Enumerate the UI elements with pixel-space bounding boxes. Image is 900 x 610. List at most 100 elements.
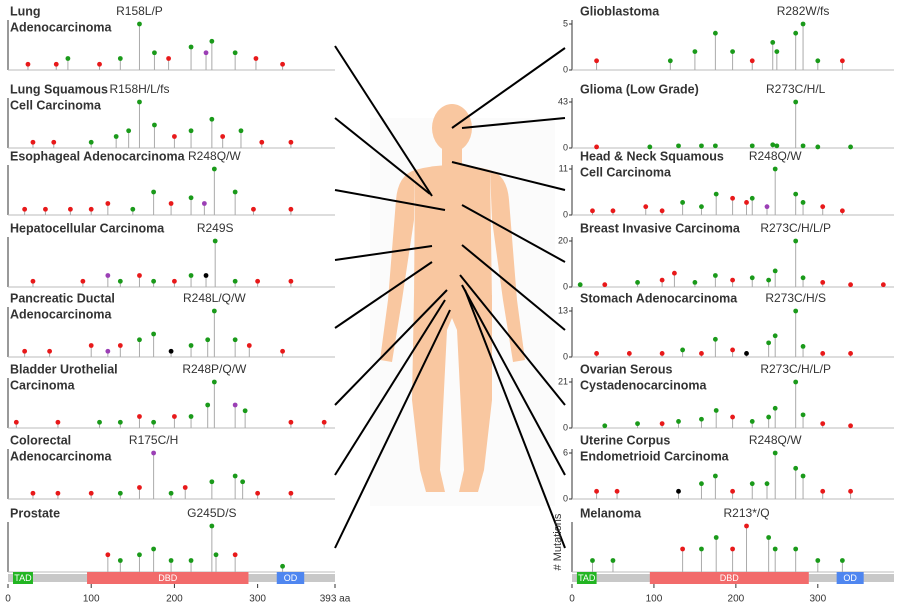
lollipop-head	[712, 143, 718, 149]
lollipop-head	[712, 473, 718, 479]
panel-title: Carcinoma	[10, 378, 76, 392]
lollipop-head	[590, 208, 595, 214]
lollipop-head	[105, 348, 111, 354]
lollipop-head	[105, 201, 111, 206]
panel-title: Cystadenocarcinoma	[580, 378, 707, 392]
hotspot-label: R273C/H/S	[765, 291, 826, 305]
hotspot-label: R282W/fs	[777, 4, 830, 18]
domain	[87, 572, 249, 584]
lollipop-head	[246, 343, 252, 348]
lollipop-head	[766, 535, 772, 540]
lollipop-head	[51, 139, 57, 145]
lollipop-head	[610, 208, 616, 214]
x-tick-label: 0	[569, 594, 575, 605]
lollipop-head	[659, 208, 665, 214]
lollipop-head	[699, 546, 704, 552]
panel-title: Hepatocellular Carcinoma	[10, 221, 165, 235]
hotspot-label: R158L/P	[116, 4, 163, 18]
domain	[576, 572, 597, 584]
lollipop-head	[151, 546, 157, 552]
lollipop-head	[793, 191, 799, 197]
y-tick-label: 5	[563, 18, 568, 28]
lollipop-head	[240, 479, 246, 485]
hotspot-label: R273C/H/L/P	[760, 362, 831, 376]
lollipop-head	[203, 273, 209, 278]
lollipop-head	[259, 139, 265, 145]
lollipop-head	[43, 206, 48, 212]
hotspot-label: R248L/Q/W	[183, 291, 246, 305]
lollipop-head	[815, 558, 821, 563]
lollipop-head	[117, 419, 123, 425]
y-tick-label: 0	[563, 209, 568, 219]
lollipop-head	[88, 490, 94, 496]
panel-title: Lung Squamous	[10, 82, 108, 96]
lollipop-head	[55, 419, 61, 425]
panel-title: Glioblastoma	[580, 4, 660, 18]
lollipop-head	[30, 278, 36, 284]
lollipop-head	[288, 490, 294, 496]
lollipop-head	[182, 485, 188, 490]
domain-label: TAD	[14, 573, 32, 583]
panel-title: Head & Neck Squamous	[580, 149, 724, 163]
lollipop-head	[188, 44, 194, 50]
y-tick-label: 0	[563, 351, 568, 361]
hotspot-label: R213*/Q	[724, 506, 770, 520]
lollipop-head	[749, 195, 755, 201]
y-tick-label: 0	[563, 281, 568, 291]
lollipop-head	[172, 134, 177, 139]
lollipop-head	[232, 402, 238, 408]
lollipop-head	[232, 337, 238, 343]
lollipop-head	[288, 278, 294, 284]
y-tick-label: 0	[563, 493, 568, 503]
lollipop-head	[800, 143, 806, 149]
x-tick-label: 300	[809, 594, 826, 605]
lollipop-head	[730, 49, 735, 54]
lollipop-head	[793, 379, 799, 385]
domain-label: TAD	[578, 573, 596, 583]
lollipop-head	[772, 405, 778, 411]
lollipop-head	[699, 481, 704, 487]
lollipop-head	[255, 490, 261, 496]
y-tick-label: 20	[558, 235, 568, 245]
panel-title: Prostate	[10, 506, 60, 520]
lollipop-head	[730, 488, 735, 494]
domain-label: OD	[284, 573, 298, 583]
lollipop-head	[212, 238, 218, 244]
lollipop-head	[594, 144, 599, 150]
lollipop-head	[166, 56, 171, 61]
lollipop-head	[137, 99, 142, 105]
lollipop-head	[232, 552, 238, 558]
panel-title: Melanoma	[580, 506, 642, 520]
lollipop-head	[30, 139, 36, 145]
lollipop-head	[117, 56, 123, 61]
hotspot-label: R175C/H	[129, 433, 178, 447]
lollipop-head	[130, 206, 136, 212]
panel-title: Bladder Urothelial	[10, 362, 118, 376]
lollipop-head	[172, 278, 177, 284]
lollipop-head	[117, 343, 123, 348]
y-tick-label: 43	[558, 96, 568, 106]
lollipop-head	[766, 414, 772, 420]
lollipop-head	[815, 144, 821, 150]
y-tick-label: 0	[563, 422, 568, 432]
lollipop-head	[105, 273, 111, 278]
lollipop-head	[839, 58, 845, 64]
panel-title: Endometrioid Carcinoma	[580, 449, 730, 463]
lollipop-head	[47, 348, 53, 354]
lollipop-head	[676, 143, 681, 149]
lollipop-head	[117, 558, 123, 563]
lollipop-head	[13, 419, 19, 425]
lollipop-head	[188, 558, 194, 563]
lollipop-head	[793, 99, 799, 105]
hotspot-label: R158H/L/fs	[109, 82, 169, 96]
lollipop-head	[730, 347, 735, 353]
lollipop-head	[137, 485, 142, 490]
lollipop-head	[793, 30, 799, 36]
lollipop-head	[209, 523, 215, 529]
lollipop-head	[280, 563, 285, 569]
lollipop-head	[172, 414, 177, 419]
lollipop-head	[744, 200, 749, 205]
hotspot-label: R248P/Q/W	[182, 362, 247, 376]
lollipop-head	[635, 421, 640, 427]
hotspot-label: R248Q/W	[749, 149, 802, 163]
